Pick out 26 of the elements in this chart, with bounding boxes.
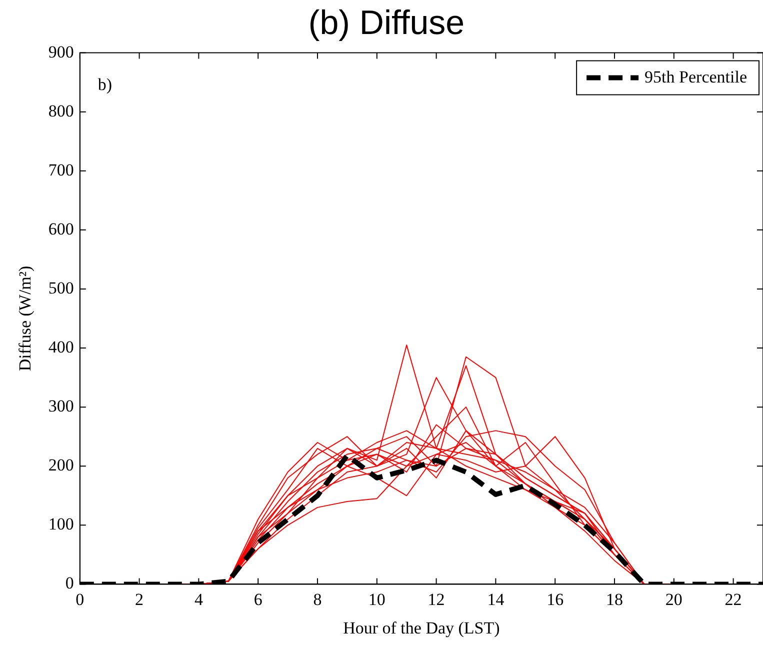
x-tick-label: 16 bbox=[546, 590, 564, 609]
y-tick-label: 0 bbox=[65, 574, 74, 593]
x-tick-label: 20 bbox=[665, 590, 682, 609]
y-tick-label: 100 bbox=[48, 514, 74, 534]
y-tick-label: 200 bbox=[48, 456, 74, 475]
y-tick-label: 900 bbox=[48, 42, 74, 62]
x-axis-title: Hour of the Day (LST) bbox=[343, 618, 500, 638]
x-tick-label: 14 bbox=[487, 590, 505, 609]
x-tick-label: 4 bbox=[194, 590, 204, 609]
x-tick-label: 8 bbox=[313, 590, 322, 609]
y-tick-label: 400 bbox=[48, 337, 74, 356]
annotation: b) bbox=[98, 74, 112, 94]
y-axis-title: Diffuse (W/m²) bbox=[16, 266, 35, 372]
x-tick-label: 12 bbox=[428, 590, 445, 609]
y-tick-label: 500 bbox=[48, 278, 74, 298]
chart-title: (b) Diffuse bbox=[308, 4, 465, 42]
x-tick-label: 18 bbox=[606, 590, 623, 609]
x-tick-label: 10 bbox=[368, 590, 386, 609]
x-tick-label: 2 bbox=[135, 590, 144, 609]
y-tick-label: 800 bbox=[48, 101, 74, 120]
x-tick-label: 6 bbox=[254, 590, 262, 609]
y-tick-label: 700 bbox=[48, 160, 74, 180]
x-tick-label: 22 bbox=[724, 590, 742, 609]
y-tick-label: 300 bbox=[48, 396, 74, 416]
legend-label: 95th Percentile bbox=[644, 67, 748, 86]
y-tick-label: 600 bbox=[48, 219, 74, 238]
